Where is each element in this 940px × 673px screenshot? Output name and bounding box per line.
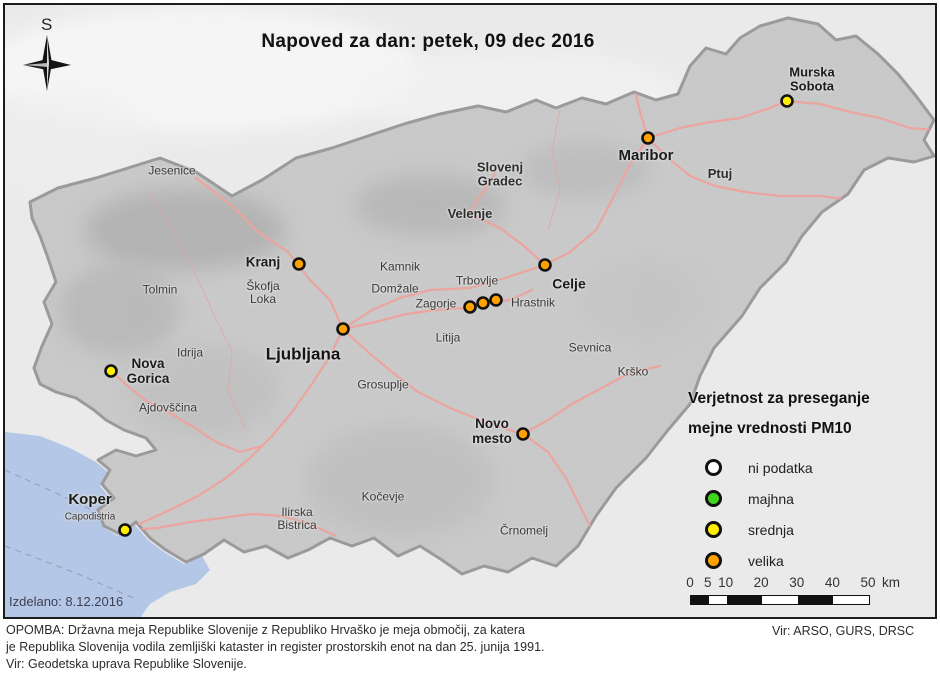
compass-north-label: S xyxy=(41,15,53,34)
data-sources-credit: Vir: ARSO, GURS, DRSC xyxy=(772,624,915,638)
legend-title-line2: mejne vrednosti PM10 xyxy=(688,420,852,437)
station-dot-zagorje xyxy=(463,300,477,314)
legend-dot-majhna xyxy=(705,490,722,507)
legend-item-majhna: majhna xyxy=(688,483,935,514)
legend-dot-ni_podatka xyxy=(705,459,722,476)
scalebar-segment xyxy=(691,596,709,604)
station-dot-kranj xyxy=(292,257,306,271)
maritime-boundary-line xyxy=(5,469,95,512)
station-dots-layer xyxy=(104,94,794,537)
scalebar-tick-30: 30 xyxy=(789,575,805,590)
maritime-boundary-line xyxy=(5,545,139,601)
scalebar-segment xyxy=(762,596,798,604)
scalebar-tick-20: 20 xyxy=(753,575,769,590)
station-dot-hrastnik xyxy=(489,293,503,307)
scalebar-segment xyxy=(833,596,869,604)
map-title: Napoved za dan: petek, 09 dec 2016 xyxy=(261,31,595,52)
compass-rose: S xyxy=(15,13,85,113)
station-dot-celje xyxy=(538,258,552,272)
road-network xyxy=(109,92,934,538)
legend-item-srednja: srednja xyxy=(688,514,935,545)
scalebar-segment xyxy=(797,596,834,604)
scalebar-bar xyxy=(690,595,870,605)
legend-label-majhna: majhna xyxy=(748,490,794,507)
scalebar-unit: km xyxy=(882,575,900,590)
adriatic-sea xyxy=(5,432,210,617)
regional-boundaries xyxy=(149,109,561,431)
station-dot-koper xyxy=(118,523,132,537)
footnote-block: OPOMBA: Državna meja Republike Slovenije… xyxy=(6,622,545,673)
scalebar-segment xyxy=(708,596,727,604)
station-dot-trbovlje xyxy=(476,296,490,310)
slovenia-basemap xyxy=(5,5,935,617)
footnote-line-2: je Republika Slovenija vodila zemljiški … xyxy=(6,640,545,654)
scalebar-tick-5: 5 xyxy=(704,575,712,590)
station-dot-murska-sobota xyxy=(780,94,794,108)
scalebar-tick-50: 50 xyxy=(860,575,876,590)
scalebar-segment xyxy=(726,596,763,604)
scalebar-ticks: 0 5 10 20 30 40 50 km xyxy=(686,575,920,591)
legend: Verjetnost za preseganje mejne vrednosti… xyxy=(688,384,935,576)
footnote-line-3: Vir: Geodetska uprava Republike Slovenij… xyxy=(6,657,247,671)
legend-dot-srednja xyxy=(705,521,722,538)
station-dot-nova-gorica xyxy=(104,364,118,378)
station-dot-maribor xyxy=(641,131,655,145)
scalebar-tick-40: 40 xyxy=(824,575,840,590)
compass-star-icon xyxy=(23,35,71,91)
legend-label-srednja: srednja xyxy=(748,521,794,538)
scalebar-tick-10: 10 xyxy=(718,575,734,590)
scalebar: 0 5 10 20 30 40 50 km xyxy=(686,575,920,611)
created-date-label: Izdelano: 8.12.2016 xyxy=(9,594,124,609)
legend-items: ni podatka majhna srednja velika xyxy=(688,452,935,576)
scalebar-tick-0: 0 xyxy=(686,575,694,590)
legend-item-velika: velika xyxy=(688,545,935,576)
legend-item-ni_podatka: ni podatka xyxy=(688,452,935,483)
station-dot-ljubljana xyxy=(336,322,350,336)
legend-title-line1: Verjetnost za preseganje xyxy=(688,390,870,407)
footnote-line-1: OPOMBA: Državna meja Republike Slovenije… xyxy=(6,623,525,637)
legend-label-ni_podatka: ni podatka xyxy=(748,459,813,476)
station-dot-novo-mesto xyxy=(516,427,530,441)
legend-label-velika: velika xyxy=(748,552,784,569)
map-frame: S Napoved za dan: petek, 09 dec 2016 Mur… xyxy=(3,3,937,619)
legend-dot-velika xyxy=(705,552,722,569)
